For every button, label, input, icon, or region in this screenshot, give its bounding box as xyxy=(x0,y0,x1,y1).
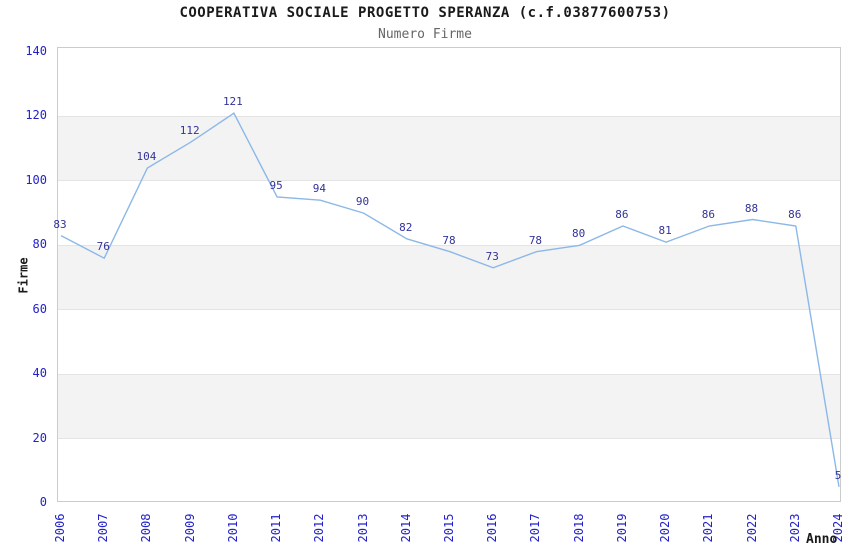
data-point-label: 88 xyxy=(744,201,759,215)
x-tick-label: 2014 xyxy=(398,513,413,543)
x-tick-label: 2011 xyxy=(269,513,284,543)
x-tick-label: 2016 xyxy=(485,513,500,543)
data-point-label: 121 xyxy=(222,95,243,109)
x-tick-label: 2020 xyxy=(658,513,673,543)
x-tick-label: 2019 xyxy=(614,513,629,543)
data-point-label: 80 xyxy=(572,227,586,241)
data-point-label: 78 xyxy=(442,233,456,247)
data-point-label: 86 xyxy=(615,207,629,221)
data-point-label: 90 xyxy=(355,195,370,209)
data-point-label: 95 xyxy=(269,178,283,192)
x-tick-label: 2007 xyxy=(96,513,111,543)
y-tick-label: 140 xyxy=(25,44,47,58)
data-point-label: 83 xyxy=(53,217,67,231)
y-tick-label: 0 xyxy=(39,495,47,509)
x-axis-title: Anno xyxy=(806,532,838,547)
data-point-label: 81 xyxy=(658,224,672,238)
x-tick-label: 2006 xyxy=(53,513,67,543)
x-tick-label: 2021 xyxy=(701,513,716,543)
x-tick-label: 2022 xyxy=(744,513,759,543)
gray-band xyxy=(58,116,840,181)
series-line xyxy=(60,112,840,488)
y-axis-title: Firme xyxy=(16,257,31,294)
y-tick-label: 120 xyxy=(25,108,47,123)
x-tick-label: 2018 xyxy=(571,513,586,543)
y-tick-label: 80 xyxy=(32,237,47,252)
data-point-label: 104 xyxy=(136,149,157,163)
data-point-label: 73 xyxy=(485,249,499,263)
x-tick-label: 2008 xyxy=(139,513,154,543)
data-point-label: 94 xyxy=(312,182,326,196)
y-tick-label: 100 xyxy=(25,172,47,187)
data-point-label: 76 xyxy=(96,240,110,254)
data-point-label: 112 xyxy=(179,124,200,138)
x-tick-label: 2023 xyxy=(787,513,802,543)
x-tick-label: 2017 xyxy=(528,513,543,543)
y-tick-label: 60 xyxy=(32,301,47,316)
x-tick-label: 2010 xyxy=(225,513,240,543)
data-point-label: 86 xyxy=(701,207,715,221)
x-tick-label: 2009 xyxy=(182,513,197,543)
chart-title: COOPERATIVA SOCIALE PROGETTO SPERANZA (c… xyxy=(179,5,671,21)
data-point-label: 78 xyxy=(528,233,543,247)
y-tick-label: 20 xyxy=(32,430,47,445)
plot-area xyxy=(57,47,841,502)
data-point-label: 82 xyxy=(399,220,413,234)
x-tick-label: 2012 xyxy=(312,513,327,543)
gray-band xyxy=(58,374,840,439)
data-point-label: 5 xyxy=(834,468,842,482)
series-polyline xyxy=(60,112,840,488)
y-tick-label: 40 xyxy=(32,366,47,381)
x-tick-label: 2015 xyxy=(442,513,456,543)
data-point-label: 86 xyxy=(788,207,802,221)
x-tick-label: 2013 xyxy=(355,513,370,543)
gray-band xyxy=(58,245,840,310)
chart-subtitle: Numero Firme xyxy=(378,27,472,42)
